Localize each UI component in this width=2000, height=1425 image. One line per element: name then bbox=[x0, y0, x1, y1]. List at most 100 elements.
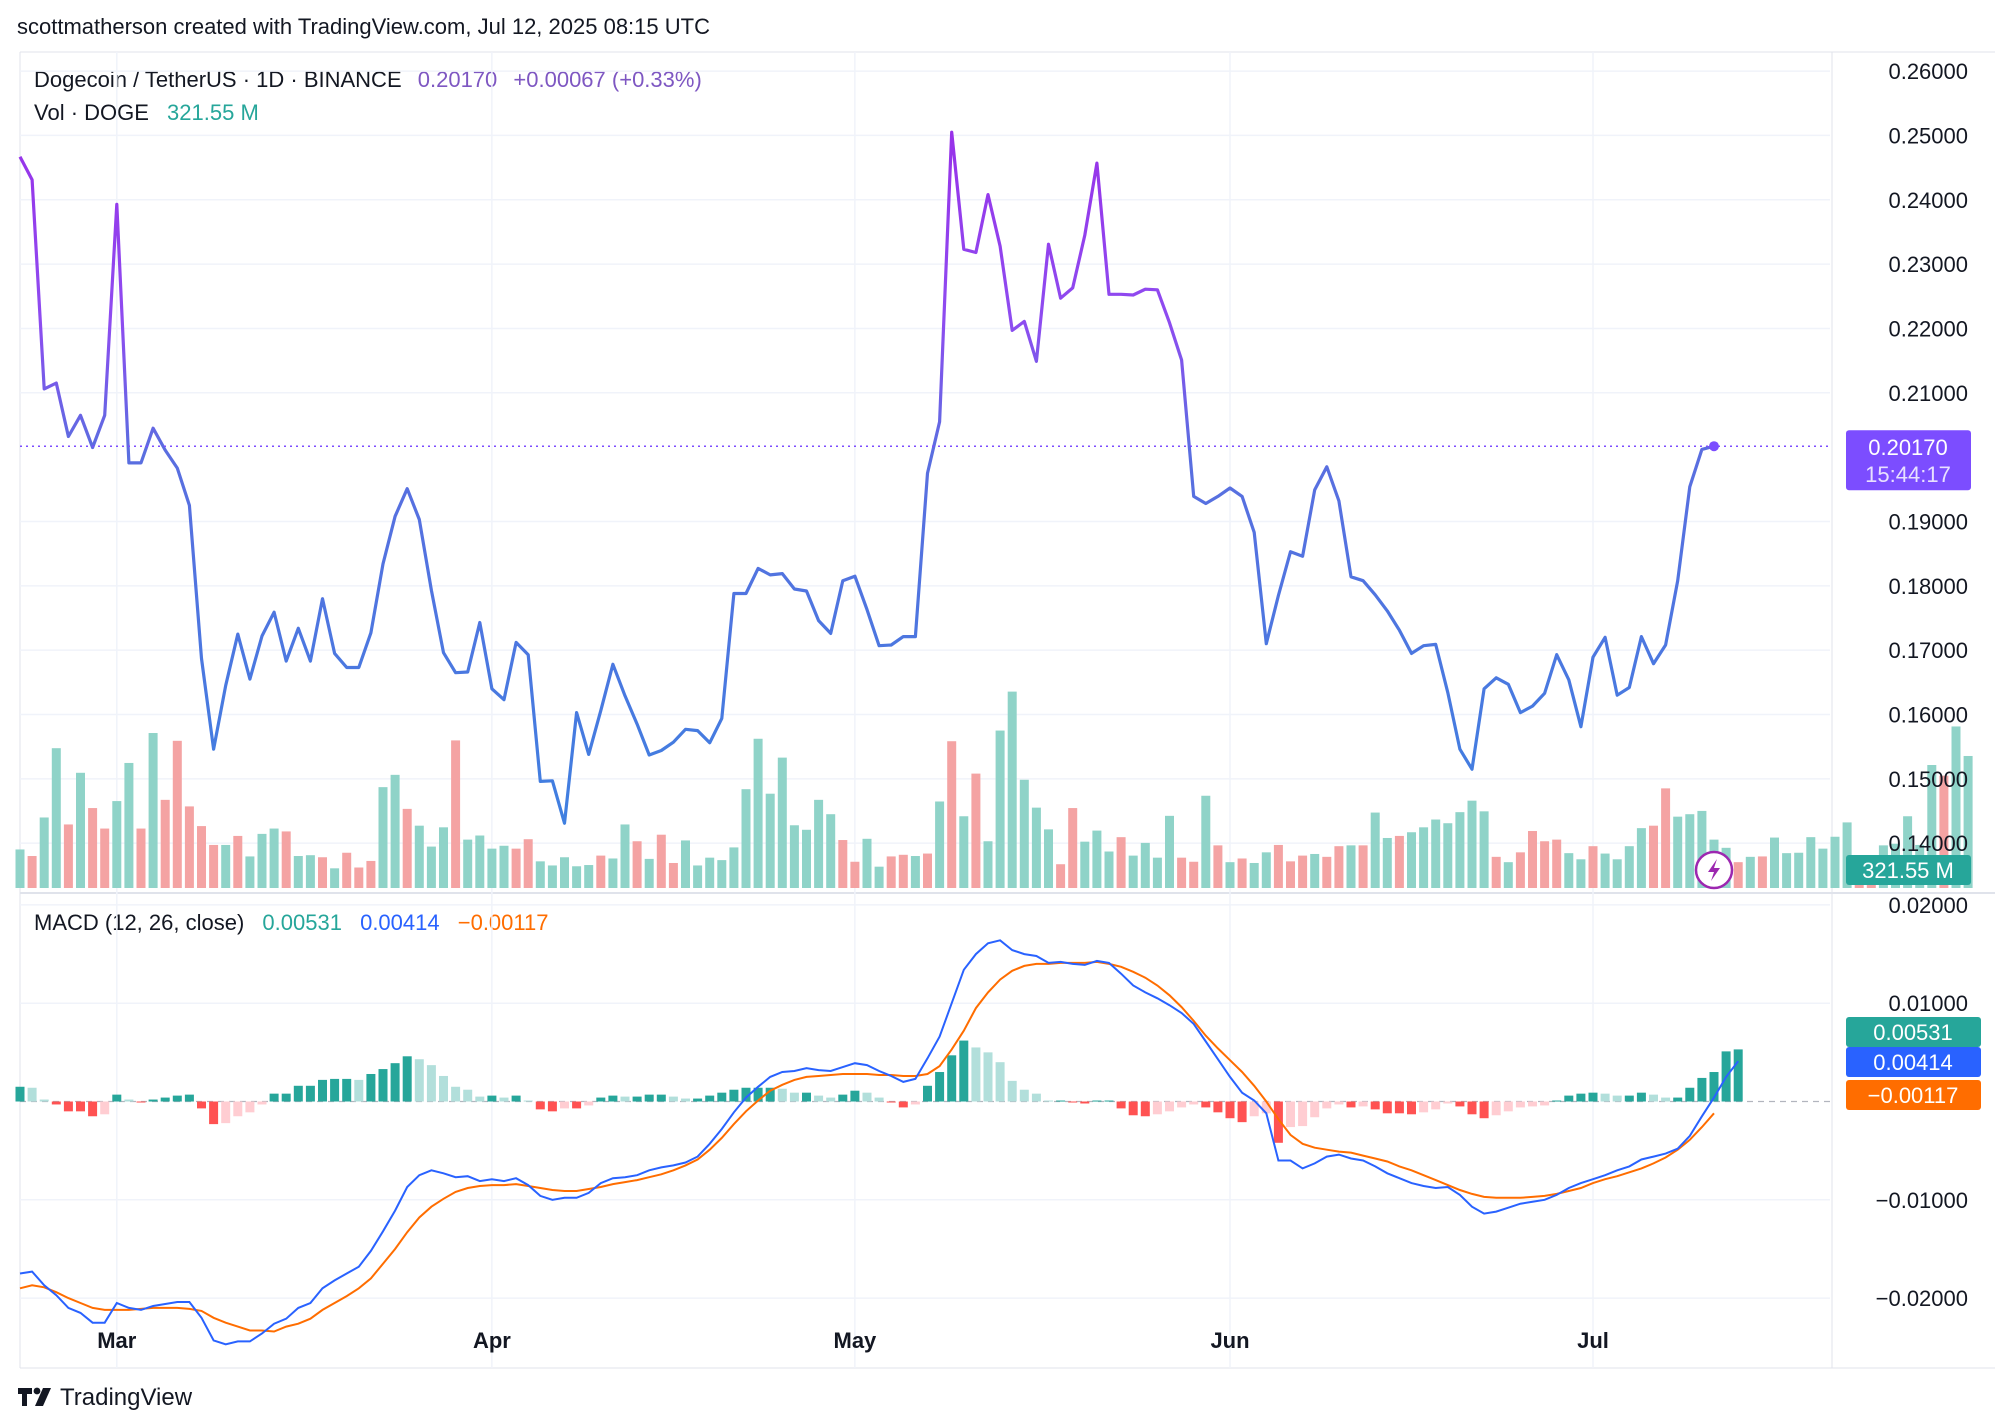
macd-hist-bar bbox=[717, 1092, 727, 1102]
volume-bar bbox=[318, 857, 327, 888]
volume-bar bbox=[1479, 811, 1489, 888]
macd-hist-bar bbox=[88, 1101, 98, 1117]
volume-bar bbox=[100, 828, 110, 888]
volume-bar bbox=[1407, 832, 1416, 888]
volume-bar bbox=[1515, 852, 1525, 888]
volume-bar bbox=[1963, 755, 1973, 888]
macd-hist-bar bbox=[1564, 1095, 1574, 1102]
volume-bar bbox=[547, 865, 557, 888]
attribution: scottmatherson created with TradingView.… bbox=[17, 14, 710, 39]
volume-bar bbox=[777, 757, 787, 888]
volume-bar bbox=[910, 856, 920, 888]
macd-hist-bar bbox=[475, 1096, 485, 1102]
last-price-dot bbox=[1709, 441, 1719, 452]
brand-name: TradingView bbox=[60, 1384, 193, 1411]
volume-bar bbox=[281, 831, 291, 888]
macd-hist-bar bbox=[608, 1095, 618, 1102]
volume-bar bbox=[935, 801, 945, 888]
time-axis-label: Jul bbox=[1577, 1328, 1609, 1353]
volume-bar bbox=[656, 834, 666, 888]
macd-hist-bar bbox=[1152, 1101, 1162, 1115]
macd-hist-bar bbox=[378, 1069, 388, 1102]
macd-hist-bar bbox=[269, 1093, 279, 1102]
macd-hist-bar bbox=[1116, 1101, 1126, 1109]
macd-hist-bar bbox=[124, 1099, 134, 1102]
volume-bar bbox=[1673, 816, 1683, 888]
macd-hist-bar bbox=[1370, 1101, 1380, 1110]
volume-bar bbox=[1104, 851, 1114, 888]
macd-label[interactable]: MACD (12, 26, close) bbox=[34, 910, 245, 935]
macd-hist-bar bbox=[1624, 1095, 1634, 1102]
macd-hist-bar bbox=[511, 1095, 521, 1102]
volume-bar bbox=[1322, 856, 1332, 888]
macd-hist-bar bbox=[487, 1095, 497, 1102]
price-tick-label: 0.25000 bbox=[1888, 123, 1968, 148]
volume-bar bbox=[233, 835, 243, 888]
volume-label[interactable]: Vol · DOGE bbox=[34, 100, 149, 125]
macd-hist-bar bbox=[826, 1097, 836, 1102]
lightning-icon[interactable] bbox=[1694, 850, 1734, 890]
time-axis-label: May bbox=[834, 1328, 878, 1353]
volume-bar bbox=[1661, 788, 1671, 888]
price-tick-label: 0.15000 bbox=[1888, 767, 1968, 792]
volume-bar bbox=[1394, 835, 1404, 888]
volume-bar bbox=[668, 862, 678, 888]
macd-legend: MACD (12, 26, close) 0.00531 0.00414 −0.… bbox=[34, 910, 548, 936]
volume-bar bbox=[947, 741, 957, 888]
volume-bar bbox=[1733, 862, 1743, 888]
macd-hist-bar bbox=[656, 1094, 666, 1102]
macd-hist-bar bbox=[1733, 1049, 1743, 1102]
volume-bar bbox=[693, 865, 703, 888]
volume-bar bbox=[1455, 812, 1465, 888]
macd-hist-value: 0.00531 bbox=[262, 910, 342, 935]
volume-bar bbox=[1031, 807, 1041, 888]
macd-hist-bar bbox=[1128, 1101, 1138, 1116]
macd-hist-bar bbox=[923, 1085, 932, 1102]
volume-bar bbox=[1951, 726, 1961, 888]
volume-bar bbox=[1782, 853, 1792, 888]
volume-bar bbox=[305, 855, 315, 888]
volume-bar bbox=[1685, 814, 1695, 888]
volume-bar bbox=[1201, 795, 1211, 888]
volume-bar bbox=[1491, 856, 1501, 888]
volume-bar bbox=[1564, 853, 1574, 888]
macd-hist-bar bbox=[1007, 1080, 1017, 1102]
macd-line bbox=[19, 939, 1739, 1346]
macd-hist-bar bbox=[1515, 1101, 1525, 1108]
macd-hist-bar bbox=[1443, 1101, 1453, 1104]
macd-hist-bar bbox=[1479, 1101, 1489, 1119]
volume-bar bbox=[1213, 845, 1223, 888]
volume-bar bbox=[1830, 836, 1840, 888]
macd-hist-bar bbox=[342, 1078, 352, 1102]
macd-hist-bar bbox=[281, 1093, 291, 1102]
volume-bar bbox=[802, 829, 811, 888]
macd-hist-bar bbox=[499, 1097, 509, 1102]
volume-bar bbox=[426, 846, 436, 888]
macd-hist-bar bbox=[620, 1096, 630, 1102]
volume-bar bbox=[451, 740, 461, 888]
volume-bar bbox=[886, 856, 896, 888]
macd-hist-bar bbox=[1225, 1101, 1235, 1119]
volume-bar bbox=[826, 814, 836, 888]
volume-bar bbox=[1927, 765, 1937, 888]
macd-hist-bar bbox=[1419, 1101, 1429, 1113]
macd-hist-bar bbox=[439, 1075, 448, 1102]
macd-hist-bar bbox=[1588, 1092, 1598, 1102]
macd-hist-bar bbox=[681, 1098, 690, 1102]
volume-bar bbox=[112, 801, 122, 888]
volume-bar bbox=[572, 866, 582, 888]
volume-bar bbox=[523, 839, 533, 888]
macd-hist-bar bbox=[1503, 1101, 1513, 1112]
volume-bar bbox=[124, 762, 134, 888]
macd-hist-bar bbox=[729, 1089, 739, 1102]
macd-hist-bar bbox=[971, 1047, 981, 1102]
brand[interactable]: TradingView bbox=[18, 1384, 192, 1415]
volume-bar bbox=[51, 748, 61, 888]
macd-hist-bar bbox=[874, 1097, 884, 1102]
macd-hist-bar bbox=[1346, 1101, 1356, 1108]
volume-bar bbox=[487, 848, 497, 888]
volume-bar bbox=[862, 838, 872, 888]
macd-hist-bar bbox=[293, 1085, 303, 1102]
volume-bar bbox=[584, 865, 594, 888]
